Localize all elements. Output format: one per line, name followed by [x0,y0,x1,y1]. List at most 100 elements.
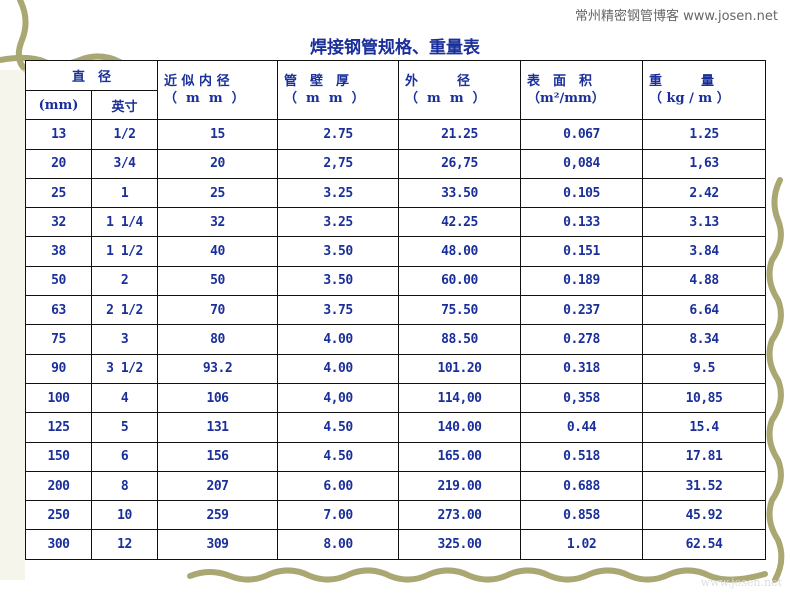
table-cell: 0.518 [520,441,643,472]
header-surface-area: 表 面 积（m²/mm） [520,59,643,121]
table-cell: 0,358 [520,382,643,414]
table-cell: 5 [91,412,158,443]
table-cell: 38 [25,236,92,267]
table-cell: 259 [157,500,278,531]
table-cell: 200 [25,470,92,502]
table-cell: 90 [25,353,92,384]
table-cell: 75.50 [398,295,521,326]
table-cell: 20 [157,148,278,179]
header-diameter: 直 径 [25,60,158,91]
table-cell: 9.5 [642,353,766,384]
table-cell: 75 [25,324,92,355]
table-cell: 4 [91,382,158,414]
header-weight: 重 量（ kg / m ） [642,59,766,121]
table-cell: 0.067 [520,119,643,150]
table-cell: 50 [25,265,92,297]
table-cell: 1,63 [642,148,766,179]
table-row: 100 4 106 4,00 114,00 0,358 10,85 [25,382,766,414]
header-inner-unit: （ m m ） [164,91,245,107]
table-row: 125 5 131 4.50 140.00 0.44 15.4 [25,412,766,443]
table-cell: 2 [91,265,158,297]
table-cell: 0.105 [520,177,643,209]
table-cell: 7.00 [277,500,399,531]
table-cell: 6.64 [642,295,766,326]
table-cell: 3.25 [277,177,399,209]
table-cell: 0.151 [520,236,643,267]
table-cell: 33.50 [398,177,521,209]
table-cell: 3.50 [277,265,399,297]
table-cell: 1 [91,177,158,209]
table-cell: 2 1/2 [91,295,158,326]
table-cell: 4.50 [277,412,399,443]
table-cell: 88.50 [398,324,521,355]
header-wall-thickness: 管 壁 厚（ m m ） [277,59,399,121]
table-cell: 4.50 [277,441,399,472]
table-cell: 4,00 [277,382,399,414]
steel-pipe-table: 直 径 近 似 内 径（ m m ） 管 壁 厚（ m m ） 外 径（ m m… [25,59,766,560]
table-cell: 3 [91,324,158,355]
table-cell: 0,084 [520,148,643,179]
table-cell: 114,00 [398,382,521,414]
table-cell: 26,75 [398,148,521,179]
header-inner-label: 近 似 内 径 [164,74,230,90]
table-cell: 325.00 [398,529,521,560]
header-inner-diameter: 近 似 内 径（ m m ） [157,59,278,121]
header-outer-label: 外 径 [405,74,471,90]
table-cell: 8 [91,470,158,502]
table-cell: 0.189 [520,265,643,297]
table-cell: 70 [157,295,278,326]
header-weight-label: 重 量 [649,74,715,90]
table-cell: 250 [25,500,92,531]
table-cell: 80 [157,324,278,355]
table-cell: 309 [157,529,278,560]
table-row: 300 12 309 8.00 325.00 1.02 62.54 [25,529,766,560]
table-cell: 3/4 [91,148,158,179]
table-cell: 48.00 [398,236,521,267]
table-row: 20 3/4 20 2,75 26,75 0,084 1,63 [25,148,766,179]
table-cell: 0.278 [520,324,643,355]
table-cell: 32 [25,207,92,238]
table-cell: 63 [25,295,92,326]
table-cell: 42.25 [398,207,521,238]
table-cell: 150 [25,441,92,472]
table-cell: 3.25 [277,207,399,238]
header-surface-unit: （m²/mm） [527,91,605,107]
table-cell: 17.81 [642,441,766,472]
header-outer-diameter: 外 径（ m m ） [398,59,521,121]
table-row: 90 3 1/2 93.2 4.00 101.20 0.318 9.5 [25,353,766,384]
header-weight-unit: （ kg / m ） [649,91,730,107]
table-cell: 273.00 [398,500,521,531]
site-label: 常州精密钢管博客 www.josen.net [574,9,778,24]
table-cell: 15 [157,119,278,150]
table-row: 250 10 259 7.00 273.00 0.858 45.92 [25,500,766,531]
table-cell: 165.00 [398,441,521,472]
table-cell: 156 [157,441,278,472]
table-cell: 15.4 [642,412,766,443]
table-cell: 106 [157,382,278,414]
table-cell: 10 [91,500,158,531]
table-cell: 2,75 [277,148,399,179]
table-cell: 100 [25,382,92,414]
table-cell: 300 [25,529,92,560]
table-row: 200 8 207 6.00 219.00 0.688 31.52 [25,470,766,502]
table-cell: 6 [91,441,158,472]
page-title: 焊接钢管规格、重量表 [310,38,480,58]
header-mm: (mm) [25,89,92,121]
table-cell: 125 [25,412,92,443]
table-cell: 1.02 [520,529,643,560]
table-row: 63 2 1/2 70 3.75 75.50 0.237 6.64 [25,295,766,326]
table-cell: 101.20 [398,353,521,384]
table-row: 38 1 1/2 40 3.50 48.00 0.151 3.84 [25,236,766,267]
table-cell: 93.2 [157,353,278,384]
table-row: 50 2 50 3.50 60.00 0.189 4.88 [25,265,766,297]
table-cell: 0.858 [520,500,643,531]
watermark: www.josen.net [700,576,782,589]
table-cell: 3.84 [642,236,766,267]
table-cell: 62.54 [642,529,766,560]
table-cell: 60.00 [398,265,521,297]
table-cell: 0.318 [520,353,643,384]
table-cell: 25 [25,177,92,209]
table-cell: 6.00 [277,470,399,502]
table-cell: 0.133 [520,207,643,238]
table-cell: 25 [157,177,278,209]
